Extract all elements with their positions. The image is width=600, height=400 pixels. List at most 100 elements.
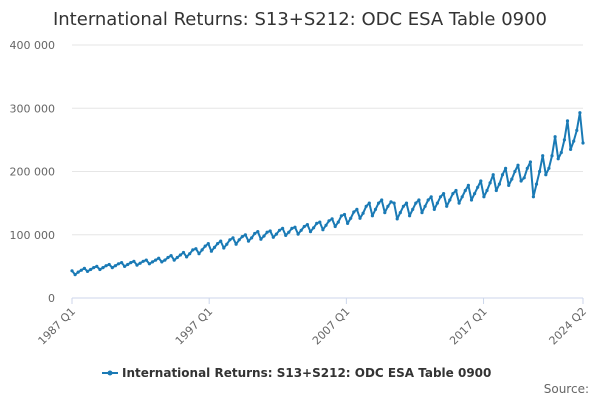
data-point xyxy=(448,198,452,202)
data-point xyxy=(318,220,322,224)
data-point xyxy=(79,268,83,272)
data-point xyxy=(76,270,80,274)
data-point xyxy=(426,198,430,202)
data-point xyxy=(513,169,517,174)
data-point xyxy=(414,201,418,205)
data-point xyxy=(389,200,393,204)
data-point xyxy=(463,188,467,193)
data-point xyxy=(82,266,86,270)
data-point xyxy=(262,234,266,238)
data-point xyxy=(219,239,223,243)
data-point xyxy=(237,238,241,242)
data-point xyxy=(482,195,486,199)
data-point xyxy=(163,258,167,262)
data-point xyxy=(259,237,263,241)
data-point xyxy=(547,166,551,170)
data-point xyxy=(349,216,353,220)
data-point xyxy=(420,211,424,215)
data-point xyxy=(116,262,121,266)
data-point xyxy=(293,225,297,229)
data-point xyxy=(451,192,455,196)
data-point xyxy=(460,195,464,199)
data-point xyxy=(519,179,523,183)
data-point xyxy=(367,201,371,205)
y-tick-label: 300 000 xyxy=(10,102,56,115)
x-tick-label: 1997 Q1 xyxy=(173,305,216,348)
data-point xyxy=(95,264,99,268)
data-point xyxy=(404,201,409,205)
data-point xyxy=(504,166,508,170)
data-point xyxy=(281,226,285,230)
grid-layer xyxy=(72,44,583,299)
data-point xyxy=(531,195,536,199)
data-point xyxy=(330,217,334,221)
data-point xyxy=(572,139,576,143)
data-point xyxy=(250,236,254,240)
data-point xyxy=(92,266,96,270)
data-point xyxy=(435,201,439,205)
data-point xyxy=(268,229,272,233)
data-point xyxy=(129,261,133,265)
data-point xyxy=(370,214,374,218)
y-tick-label: 400 000 xyxy=(10,39,56,52)
data-point xyxy=(569,147,573,151)
data-point xyxy=(432,207,436,211)
data-point xyxy=(544,173,548,177)
y-axis: 0 100 000 200 000 300 000 400 000 xyxy=(10,39,56,305)
data-point xyxy=(200,248,204,252)
data-point xyxy=(110,266,114,270)
data-point xyxy=(565,119,570,123)
data-point xyxy=(197,252,201,256)
data-point xyxy=(383,211,387,215)
data-point xyxy=(559,150,563,155)
data-point xyxy=(522,176,526,180)
data-point xyxy=(120,261,124,265)
data-point xyxy=(538,169,542,174)
data-point xyxy=(253,231,257,236)
data-point xyxy=(104,264,108,268)
data-point xyxy=(277,228,282,232)
data-point xyxy=(194,247,198,251)
x-tick-label: 2007 Q1 xyxy=(310,305,353,348)
data-point xyxy=(417,198,421,202)
data-point xyxy=(534,182,539,186)
data-point xyxy=(333,224,337,229)
data-point xyxy=(172,258,176,262)
data-point xyxy=(188,252,192,256)
data-point xyxy=(243,233,247,237)
data-point xyxy=(312,226,316,230)
data-point xyxy=(160,260,164,264)
data-point xyxy=(454,188,458,193)
y-tick-label: 200 000 xyxy=(10,166,56,179)
data-point xyxy=(132,259,136,263)
x-tick-label: 2024 Q2 xyxy=(547,305,590,348)
data-point xyxy=(339,214,343,218)
series-layer xyxy=(70,111,585,277)
data-point xyxy=(541,154,545,158)
data-point xyxy=(107,262,111,267)
data-point xyxy=(575,128,579,132)
data-point xyxy=(327,219,331,223)
data-point xyxy=(290,226,294,230)
data-point xyxy=(364,204,368,208)
data-point xyxy=(154,258,158,262)
data-point xyxy=(305,223,309,227)
data-point xyxy=(73,273,77,277)
data-point xyxy=(246,239,251,243)
data-point xyxy=(336,220,340,224)
data-point xyxy=(141,259,145,263)
legend-marker-symbol xyxy=(107,370,113,376)
data-point xyxy=(308,230,313,234)
data-point xyxy=(144,258,148,262)
data-point xyxy=(302,224,306,229)
data-point xyxy=(500,173,505,177)
data-point xyxy=(401,204,405,208)
data-point xyxy=(98,267,102,272)
data-point xyxy=(212,245,217,249)
data-point xyxy=(445,204,449,208)
data-point xyxy=(398,211,402,215)
x-tick-label: 2017 Q1 xyxy=(447,305,490,348)
data-point xyxy=(562,138,567,142)
legend[interactable]: International Returns: S13+S212: ODC ESA… xyxy=(102,366,491,380)
data-point xyxy=(147,262,151,266)
